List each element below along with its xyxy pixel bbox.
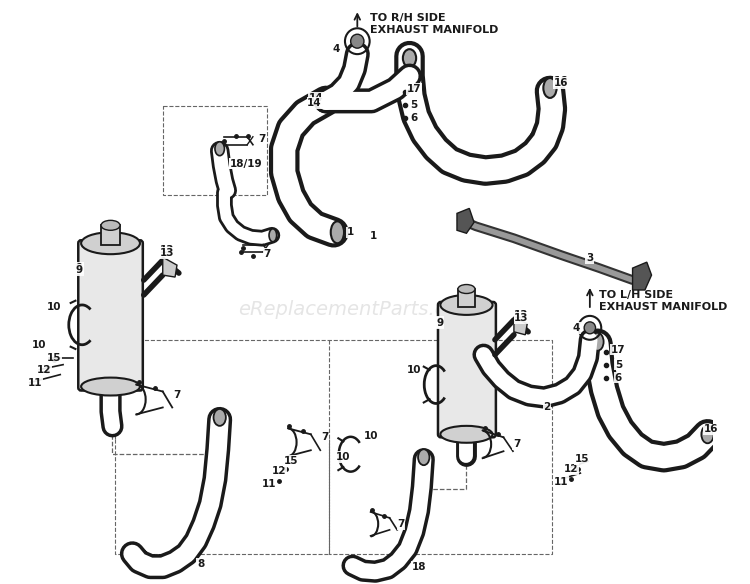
Ellipse shape [591,333,604,351]
Ellipse shape [440,426,493,443]
Text: 13: 13 [160,245,175,255]
Text: 5: 5 [411,100,418,110]
Ellipse shape [81,232,140,254]
Text: 7: 7 [321,432,328,442]
Text: 18/19: 18/19 [230,159,262,169]
Text: 7: 7 [263,249,271,259]
Text: 1: 1 [370,231,377,241]
Text: 15: 15 [575,454,590,464]
Ellipse shape [214,409,226,426]
Text: 16: 16 [704,425,718,434]
Text: 8: 8 [197,559,204,569]
Text: 15: 15 [46,353,61,363]
Text: 3: 3 [586,253,593,263]
Ellipse shape [418,449,430,465]
Ellipse shape [81,378,140,395]
Text: 6: 6 [411,113,418,123]
Text: 1: 1 [347,227,354,237]
Circle shape [351,34,364,48]
Polygon shape [632,262,652,290]
Circle shape [584,322,596,334]
Text: 10: 10 [46,302,61,312]
Ellipse shape [101,220,120,230]
Text: 17: 17 [611,345,626,354]
Text: 5: 5 [615,360,622,370]
Text: 4: 4 [333,44,340,54]
Text: 10: 10 [336,452,350,462]
Text: 13: 13 [514,313,529,323]
Polygon shape [457,208,474,233]
Text: 13: 13 [160,248,175,258]
Text: 14: 14 [309,93,324,103]
Text: 7: 7 [259,134,266,144]
Text: 13: 13 [514,310,529,320]
Text: 7: 7 [398,519,405,529]
Ellipse shape [440,295,493,315]
Text: 7: 7 [513,439,520,449]
Text: 12: 12 [272,466,286,476]
Text: 17: 17 [407,84,422,94]
FancyBboxPatch shape [78,240,142,391]
Text: 10: 10 [407,364,422,374]
Text: 11: 11 [554,477,568,487]
Text: 15: 15 [284,456,298,466]
Bar [101,225,120,245]
Text: 2: 2 [544,402,550,412]
Text: 6: 6 [615,373,622,383]
Ellipse shape [543,78,556,98]
Text: 9: 9 [436,318,443,328]
Text: 18: 18 [412,562,426,572]
Text: 11: 11 [262,479,276,489]
Text: 14: 14 [308,98,322,108]
Text: 4: 4 [573,323,580,333]
Text: 11: 11 [27,378,42,388]
Text: 12: 12 [563,464,578,474]
Ellipse shape [331,221,344,243]
Text: 16: 16 [554,76,568,86]
Text: 12: 12 [37,364,51,374]
Polygon shape [514,317,527,335]
Ellipse shape [269,229,277,242]
Text: 9: 9 [76,265,82,275]
Text: 9: 9 [76,263,82,273]
Ellipse shape [458,284,475,294]
Text: 16: 16 [554,78,568,88]
Text: 18/19: 18/19 [230,159,262,169]
Ellipse shape [215,142,224,156]
Text: TO R/H SIDE
EXHAUST MANIFOLD: TO R/H SIDE EXHAUST MANIFOLD [370,13,498,35]
Text: 10: 10 [364,432,379,442]
Text: TO L/H SIDE
EXHAUST MANIFOLD: TO L/H SIDE EXHAUST MANIFOLD [599,290,728,312]
FancyBboxPatch shape [438,302,496,437]
Text: 10: 10 [32,340,46,350]
Text: 7: 7 [173,390,181,399]
Bar [458,289,475,307]
Text: eReplacementParts.com: eReplacementParts.com [238,300,476,319]
Ellipse shape [403,49,416,67]
Ellipse shape [701,425,714,443]
Polygon shape [163,257,177,277]
Text: 9: 9 [436,317,443,327]
